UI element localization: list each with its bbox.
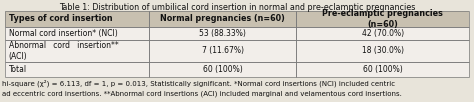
Text: 53 (88.33%): 53 (88.33%) — [200, 29, 246, 38]
Bar — [5, 27, 149, 40]
Text: Abnormal   cord   insertion**
(ACI): Abnormal cord insertion** (ACI) — [9, 41, 118, 61]
Bar — [5, 62, 149, 77]
Text: Pre-eclamptic pregnancies
(n=60): Pre-eclamptic pregnancies (n=60) — [322, 9, 443, 29]
Bar — [296, 11, 469, 27]
Bar — [5, 40, 149, 62]
Bar — [296, 40, 469, 62]
Text: 60 (100%): 60 (100%) — [203, 65, 243, 74]
Text: 7 (11.67%): 7 (11.67%) — [202, 47, 244, 55]
Text: Table 1: Distribution of umbilical cord insertion in normal and pre-eclamptic pr: Table 1: Distribution of umbilical cord … — [59, 3, 415, 12]
Bar — [149, 40, 296, 62]
Text: Normal cord insertion* (NCI): Normal cord insertion* (NCI) — [9, 29, 117, 38]
Bar — [296, 27, 469, 40]
Bar — [149, 27, 296, 40]
Text: Types of cord insertion: Types of cord insertion — [9, 14, 112, 23]
Text: ad eccentric cord insertions. **Abnormal cord insertions (ACI) included marginal: ad eccentric cord insertions. **Abnormal… — [2, 90, 402, 97]
Bar — [149, 11, 296, 27]
Text: Total: Total — [9, 65, 27, 74]
Bar — [296, 62, 469, 77]
Bar — [149, 62, 296, 77]
Text: 18 (30.0%): 18 (30.0%) — [362, 47, 404, 55]
Text: 60 (100%): 60 (100%) — [363, 65, 402, 74]
Text: Normal pregnancies (n=60): Normal pregnancies (n=60) — [160, 14, 285, 23]
Text: hi-square (χ²) = 6.113, df = 1, p = 0.013, Statistically significant. *Normal co: hi-square (χ²) = 6.113, df = 1, p = 0.01… — [2, 79, 395, 87]
Bar — [5, 11, 149, 27]
Text: 42 (70.0%): 42 (70.0%) — [362, 29, 404, 38]
